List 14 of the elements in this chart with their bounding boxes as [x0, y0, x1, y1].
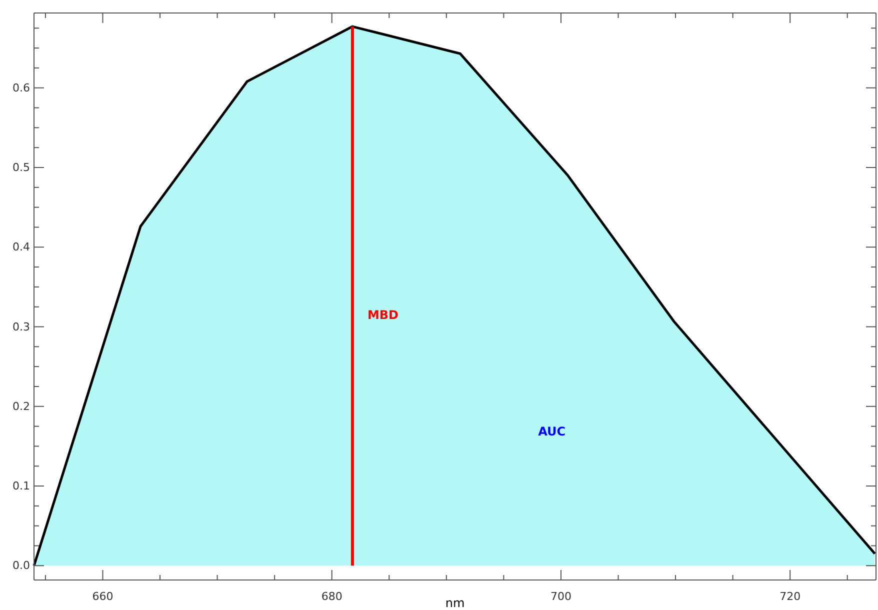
- annotation: AUC: [538, 424, 566, 438]
- x-tick-label: 660: [92, 590, 114, 603]
- y-tick-label: 0.0: [12, 559, 30, 572]
- ref-line-label: MBD: [367, 308, 399, 322]
- y-tick-label: 0.6: [12, 81, 30, 94]
- x-tick-label: 680: [321, 590, 342, 603]
- y-tick-label: 0.1: [12, 480, 30, 493]
- y-tick-label: 0.5: [12, 161, 30, 174]
- y-tick-label: 0.4: [12, 240, 30, 254]
- x-axis-title: nm: [445, 596, 465, 610]
- x-tick-label: 720: [780, 590, 801, 603]
- x-tick-label: 700: [550, 590, 572, 603]
- y-tick-label: 0.2: [12, 400, 30, 413]
- y-tick-label: 0.3: [12, 320, 30, 334]
